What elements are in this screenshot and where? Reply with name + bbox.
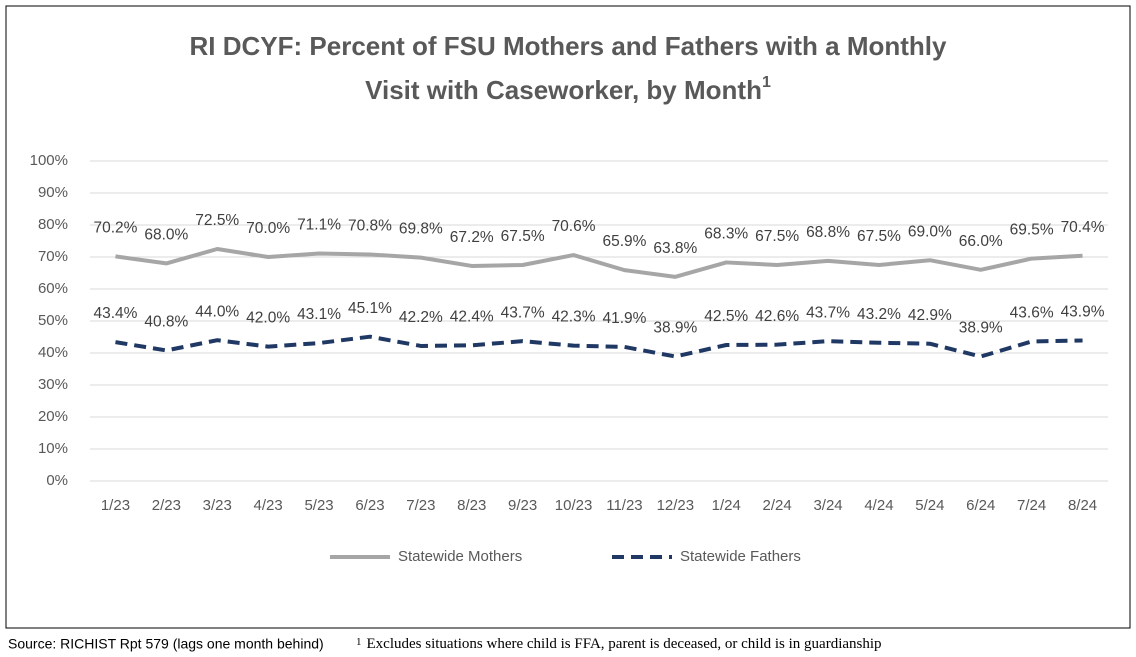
chart-border: [5, 5, 1131, 629]
y-tick-label: 60%: [38, 280, 68, 297]
data-label: 69.5%: [1010, 222, 1054, 239]
legend-label: Statewide Fathers: [680, 548, 801, 565]
data-label: 70.2%: [93, 219, 137, 236]
chart-title: Visit with Caseworker, by Month: [365, 75, 762, 105]
x-tick-label: 9/23: [508, 497, 537, 514]
data-label: 70.4%: [1061, 219, 1105, 236]
x-tick-label: 8/23: [457, 497, 486, 514]
data-label: 70.8%: [348, 218, 392, 235]
data-label: 68.0%: [144, 226, 188, 243]
data-label: 43.6%: [1010, 305, 1054, 322]
data-label: 43.4%: [93, 305, 137, 322]
data-label: 42.9%: [908, 307, 952, 324]
y-tick-label: 40%: [38, 344, 68, 361]
legend-label: Statewide Mothers: [398, 548, 522, 565]
data-label: 70.6%: [552, 218, 596, 235]
chart-title: RI DCYF: Percent of FSU Mothers and Fath…: [190, 31, 947, 61]
data-label: 68.8%: [806, 224, 850, 241]
data-label: 67.5%: [857, 228, 901, 245]
y-tick-label: 70%: [38, 248, 68, 265]
data-label: 43.2%: [857, 306, 901, 323]
data-label: 42.3%: [552, 309, 596, 326]
footnote-mark: 1: [356, 636, 362, 648]
series-line: [115, 334, 1083, 359]
x-tick-label: 1/24: [712, 497, 741, 514]
chart-title: Visit with Caseworker, by Month1: [365, 74, 771, 105]
data-label: 72.5%: [195, 212, 239, 229]
data-label: 67.2%: [450, 229, 494, 246]
x-tick-label: 10/23: [555, 497, 593, 514]
data-label: 68.3%: [704, 226, 748, 243]
x-tick-label: 6/24: [966, 497, 995, 514]
x-tick-label: 2/24: [763, 497, 792, 514]
data-label: 40.8%: [144, 314, 188, 331]
data-label: 38.9%: [959, 320, 1003, 337]
data-label: 44.0%: [195, 303, 239, 320]
x-tick-label: 5/24: [915, 497, 944, 514]
data-label: 43.9%: [1061, 304, 1105, 321]
x-tick-label: 5/23: [304, 497, 333, 514]
y-tick-label: 10%: [38, 440, 68, 457]
data-label: 43.7%: [806, 304, 850, 321]
data-label: 43.7%: [501, 304, 545, 321]
x-tick-label: 7/23: [406, 497, 435, 514]
y-tick-label: 100%: [30, 152, 68, 169]
data-label: 69.8%: [399, 221, 443, 238]
data-label: 66.0%: [959, 233, 1003, 250]
data-label: 43.1%: [297, 306, 341, 323]
x-tick-label: 8/24: [1068, 497, 1097, 514]
x-tick-label: 6/23: [355, 497, 384, 514]
y-tick-label: 30%: [38, 376, 68, 393]
data-label: 45.1%: [348, 300, 392, 317]
data-label: 42.2%: [399, 309, 443, 326]
x-tick-label: 4/23: [254, 497, 283, 514]
data-label: 65.9%: [602, 233, 646, 250]
data-label: 69.0%: [908, 223, 952, 240]
x-tick-label: 4/24: [864, 497, 893, 514]
data-label: 42.6%: [755, 308, 799, 325]
source: Source: RICHIST Rpt 579 (lags one month …: [8, 636, 324, 652]
x-tick-label: 3/24: [813, 497, 842, 514]
footnote: 1 Excludes situations where child is FFA,…: [356, 636, 882, 653]
data-label: 63.8%: [653, 240, 697, 257]
data-label: 42.0%: [246, 310, 290, 327]
x-tick-label: 1/23: [101, 497, 130, 514]
x-tick-label: 12/23: [657, 497, 695, 514]
data-label: 42.5%: [704, 308, 748, 325]
data-label: 67.5%: [501, 228, 545, 245]
y-tick-label: 50%: [38, 312, 68, 329]
x-tick-label: 11/23: [606, 497, 642, 514]
title-note-mark: 1: [762, 74, 771, 91]
y-tick-label: 0%: [46, 472, 68, 489]
series-line: [115, 247, 1083, 279]
footnote-text: Excludes situations where child is FFA, …: [367, 636, 882, 652]
data-label: 42.4%: [450, 308, 494, 325]
y-tick-label: 90%: [38, 184, 68, 201]
data-label: 41.9%: [602, 310, 646, 327]
y-tick-label: 80%: [38, 216, 68, 233]
x-tick-label: 3/23: [203, 497, 232, 514]
y-tick-label: 20%: [38, 408, 68, 425]
x-tick-label: 2/23: [152, 497, 181, 514]
x-tick-label: 7/24: [1017, 497, 1046, 514]
data-label: 38.9%: [653, 320, 697, 337]
data-label: 67.5%: [755, 228, 799, 245]
data-label: 70.0%: [246, 220, 290, 237]
data-label: 71.1%: [297, 217, 341, 234]
